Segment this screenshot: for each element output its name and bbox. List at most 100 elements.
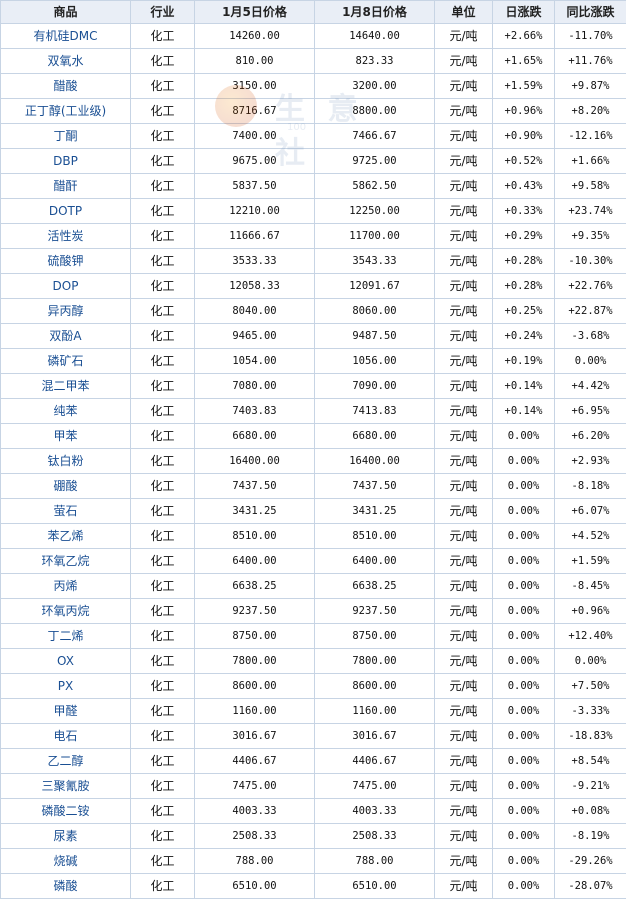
cell-industry: 化工 bbox=[131, 299, 195, 324]
cell-product[interactable]: 正丁醇(工业级) bbox=[1, 99, 131, 124]
cell-price-jan5: 9465.00 bbox=[195, 324, 315, 349]
cell-product[interactable]: 纯苯 bbox=[1, 399, 131, 424]
cell-daily-change: 0.00% bbox=[493, 674, 555, 699]
cell-product[interactable]: 异丙醇 bbox=[1, 299, 131, 324]
cell-product[interactable]: DOTP bbox=[1, 199, 131, 224]
cell-price-jan5: 6400.00 bbox=[195, 549, 315, 574]
cell-price-jan8: 4406.67 bbox=[315, 749, 435, 774]
cell-unit: 元/吨 bbox=[435, 249, 493, 274]
cell-product[interactable]: 磷酸二铵 bbox=[1, 799, 131, 824]
cell-product[interactable]: DOP bbox=[1, 274, 131, 299]
cell-product[interactable]: 有机硅DMC bbox=[1, 24, 131, 49]
cell-price-jan5: 9675.00 bbox=[195, 149, 315, 174]
cell-product[interactable]: 烧碱 bbox=[1, 849, 131, 874]
cell-price-jan5: 810.00 bbox=[195, 49, 315, 74]
cell-daily-change: +0.14% bbox=[493, 374, 555, 399]
cell-daily-change: +0.33% bbox=[493, 199, 555, 224]
cell-product[interactable]: 电石 bbox=[1, 724, 131, 749]
cell-product[interactable]: 活性炭 bbox=[1, 224, 131, 249]
cell-price-jan8: 823.33 bbox=[315, 49, 435, 74]
cell-product[interactable]: 环氧丙烷 bbox=[1, 599, 131, 624]
cell-product[interactable]: 甲苯 bbox=[1, 424, 131, 449]
cell-price-jan5: 6680.00 bbox=[195, 424, 315, 449]
cell-price-jan8: 8600.00 bbox=[315, 674, 435, 699]
cell-product[interactable]: 硫酸钾 bbox=[1, 249, 131, 274]
cell-price-jan8: 2508.33 bbox=[315, 824, 435, 849]
cell-unit: 元/吨 bbox=[435, 624, 493, 649]
cell-product[interactable]: 甲醛 bbox=[1, 699, 131, 724]
cell-unit: 元/吨 bbox=[435, 149, 493, 174]
cell-yoy-change: +0.96% bbox=[555, 599, 626, 624]
cell-yoy-change: -8.18% bbox=[555, 474, 626, 499]
header-unit: 单位 bbox=[435, 1, 493, 24]
cell-price-jan8: 3431.25 bbox=[315, 499, 435, 524]
cell-product[interactable]: 环氧乙烷 bbox=[1, 549, 131, 574]
cell-product[interactable]: 丁二烯 bbox=[1, 624, 131, 649]
cell-price-jan5: 8040.00 bbox=[195, 299, 315, 324]
cell-industry: 化工 bbox=[131, 399, 195, 424]
cell-product[interactable]: 尿素 bbox=[1, 824, 131, 849]
cell-industry: 化工 bbox=[131, 124, 195, 149]
cell-product[interactable]: 磷矿石 bbox=[1, 349, 131, 374]
cell-unit: 元/吨 bbox=[435, 349, 493, 374]
cell-product[interactable]: 丁酮 bbox=[1, 124, 131, 149]
cell-product[interactable]: 三聚氰胺 bbox=[1, 774, 131, 799]
cell-yoy-change: -8.45% bbox=[555, 574, 626, 599]
cell-product[interactable]: 醋酐 bbox=[1, 174, 131, 199]
cell-product[interactable]: DBP bbox=[1, 149, 131, 174]
cell-unit: 元/吨 bbox=[435, 599, 493, 624]
cell-product[interactable]: 乙二醇 bbox=[1, 749, 131, 774]
cell-yoy-change: +9.58% bbox=[555, 174, 626, 199]
cell-unit: 元/吨 bbox=[435, 574, 493, 599]
cell-yoy-change: +22.76% bbox=[555, 274, 626, 299]
cell-industry: 化工 bbox=[131, 449, 195, 474]
header-industry: 行业 bbox=[131, 1, 195, 24]
cell-daily-change: +0.28% bbox=[493, 249, 555, 274]
cell-daily-change: +0.90% bbox=[493, 124, 555, 149]
cell-daily-change: 0.00% bbox=[493, 649, 555, 674]
cell-price-jan5: 8600.00 bbox=[195, 674, 315, 699]
cell-product[interactable]: 醋酸 bbox=[1, 74, 131, 99]
cell-price-jan5: 788.00 bbox=[195, 849, 315, 874]
cell-product[interactable]: 钛白粉 bbox=[1, 449, 131, 474]
cell-yoy-change: +8.20% bbox=[555, 99, 626, 124]
cell-product[interactable]: 硼酸 bbox=[1, 474, 131, 499]
cell-daily-change: 0.00% bbox=[493, 849, 555, 874]
cell-product[interactable]: 双氧水 bbox=[1, 49, 131, 74]
cell-product[interactable]: 混二甲苯 bbox=[1, 374, 131, 399]
cell-product[interactable]: 萤石 bbox=[1, 499, 131, 524]
cell-price-jan5: 6638.25 bbox=[195, 574, 315, 599]
cell-price-jan5: 1054.00 bbox=[195, 349, 315, 374]
cell-price-jan8: 7800.00 bbox=[315, 649, 435, 674]
cell-unit: 元/吨 bbox=[435, 324, 493, 349]
cell-price-jan8: 1160.00 bbox=[315, 699, 435, 724]
cell-product[interactable]: 双酚A bbox=[1, 324, 131, 349]
cell-product[interactable]: 磷酸 bbox=[1, 874, 131, 899]
cell-price-jan8: 9725.00 bbox=[315, 149, 435, 174]
cell-industry: 化工 bbox=[131, 549, 195, 574]
cell-yoy-change: +7.50% bbox=[555, 674, 626, 699]
cell-price-jan8: 3200.00 bbox=[315, 74, 435, 99]
cell-price-jan5: 12058.33 bbox=[195, 274, 315, 299]
cell-product[interactable]: OX bbox=[1, 649, 131, 674]
cell-daily-change: +0.19% bbox=[493, 349, 555, 374]
cell-daily-change: 0.00% bbox=[493, 824, 555, 849]
cell-product[interactable]: 丙烯 bbox=[1, 574, 131, 599]
cell-industry: 化工 bbox=[131, 474, 195, 499]
cell-unit: 元/吨 bbox=[435, 24, 493, 49]
cell-product[interactable]: PX bbox=[1, 674, 131, 699]
cell-unit: 元/吨 bbox=[435, 524, 493, 549]
cell-yoy-change: -28.07% bbox=[555, 874, 626, 899]
cell-product[interactable]: 苯乙烯 bbox=[1, 524, 131, 549]
